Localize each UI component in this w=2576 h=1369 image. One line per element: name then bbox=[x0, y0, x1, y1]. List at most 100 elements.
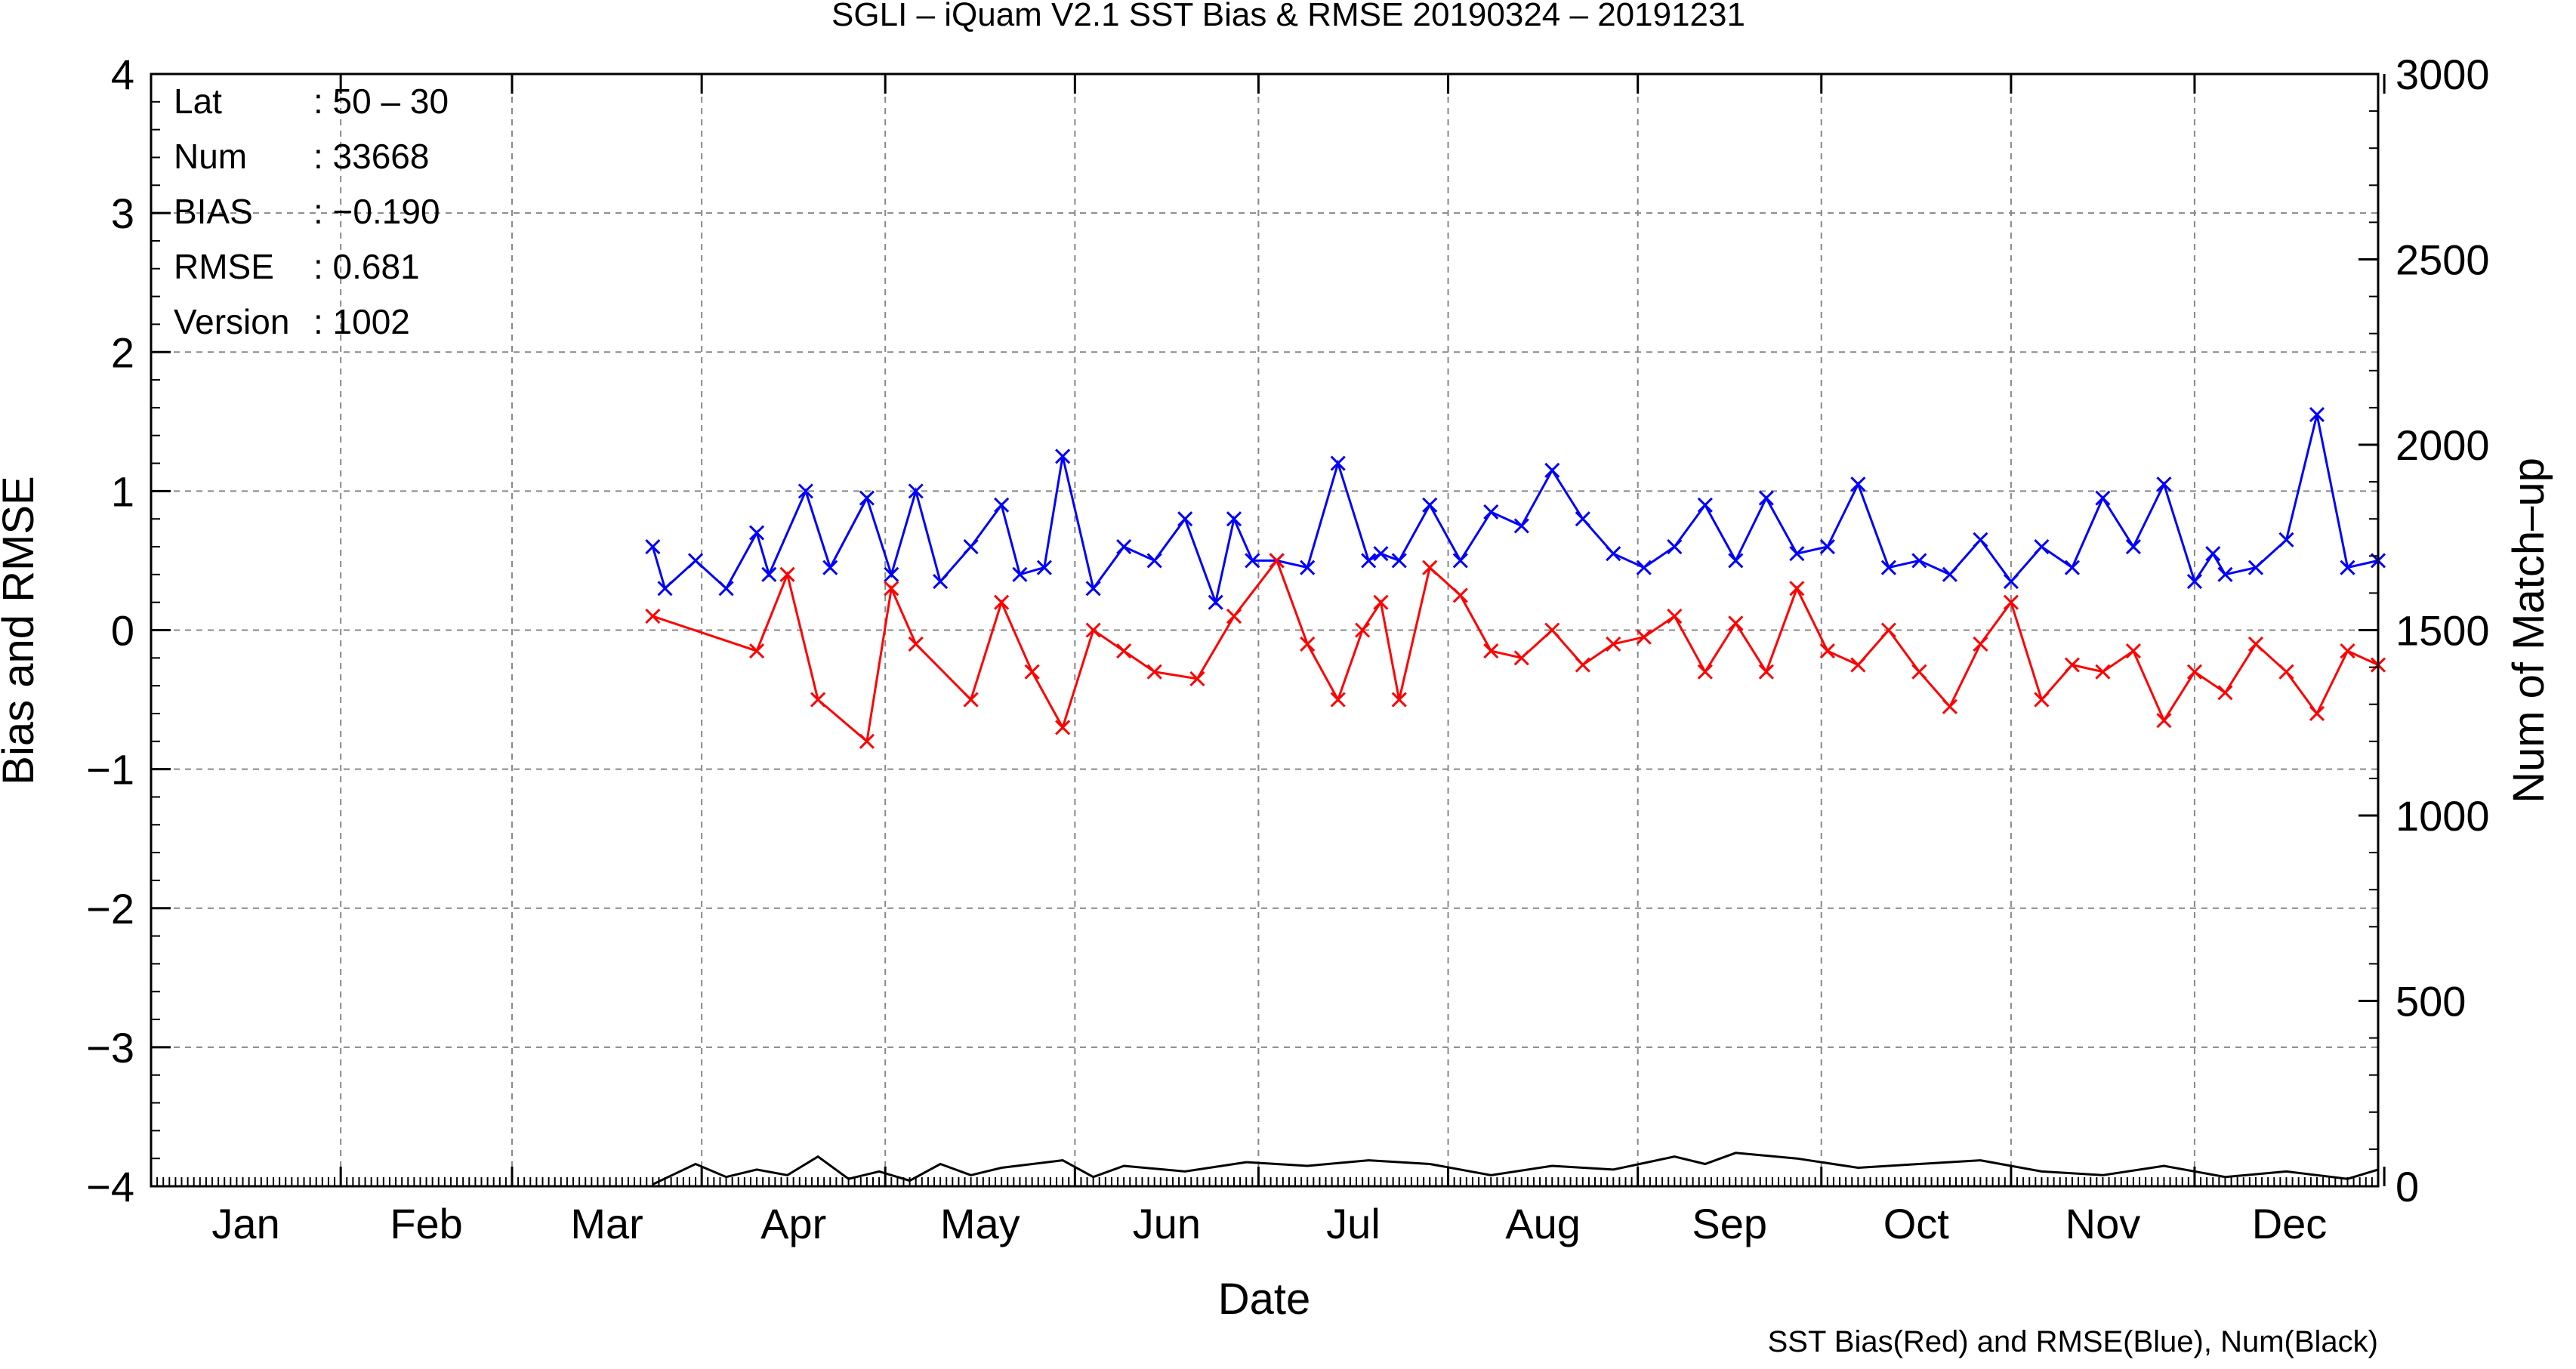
bias-point bbox=[2125, 643, 2141, 659]
y-tick-label: −2 bbox=[86, 885, 134, 933]
info-value: : 50 – 30 bbox=[313, 82, 449, 121]
bias-point bbox=[1513, 650, 1529, 666]
bias-point bbox=[1728, 615, 1744, 631]
rmse-point bbox=[994, 497, 1010, 513]
bias-point bbox=[1422, 560, 1438, 575]
rmse-point bbox=[1361, 553, 1377, 569]
x-tick-label: May bbox=[940, 1200, 1020, 1247]
bias-point bbox=[994, 594, 1010, 610]
bias-point bbox=[1373, 594, 1389, 610]
info-box: Lat: 50 – 30 Num: 33668 BIAS: −0.190 RMSE: … bbox=[174, 82, 449, 341]
rmse-point bbox=[1391, 553, 1407, 569]
bias-point bbox=[859, 733, 875, 749]
rmse-point bbox=[1452, 553, 1468, 569]
y2-tick-label: 0 bbox=[2396, 1163, 2419, 1210]
rmse-point bbox=[2125, 538, 2141, 555]
grid bbox=[151, 74, 2378, 1186]
y-tick-label: −3 bbox=[86, 1024, 134, 1071]
x-tick-label: Sep bbox=[1692, 1200, 1767, 1247]
rmse-point bbox=[1911, 553, 1927, 569]
y-tick-label: −4 bbox=[86, 1163, 134, 1210]
bias-point bbox=[810, 692, 826, 708]
bias-point bbox=[1355, 622, 1371, 638]
y-tick-labels: 4 3 2 1 0 −1 −2 −3 −4 bbox=[86, 51, 134, 1210]
bias-point bbox=[2034, 692, 2050, 708]
rmse-point bbox=[1636, 560, 1652, 575]
bias-point bbox=[1973, 636, 1988, 652]
bias-point bbox=[645, 609, 661, 624]
rmse-point bbox=[1483, 504, 1499, 520]
y2-tick-label: 2500 bbox=[2396, 236, 2490, 284]
rmse-point bbox=[859, 490, 875, 506]
rmse-point bbox=[1300, 560, 1316, 575]
x-tick-label: Dec bbox=[2252, 1200, 2328, 1247]
rmse-point bbox=[1942, 566, 1957, 582]
rmse-point bbox=[718, 581, 734, 597]
y-tick-label: 4 bbox=[111, 51, 134, 98]
rmse-point bbox=[2309, 407, 2325, 423]
rmse-point bbox=[749, 525, 765, 541]
bias-point bbox=[1880, 622, 1896, 638]
rmse-point bbox=[1544, 462, 1560, 478]
rmse-point bbox=[963, 538, 979, 555]
bias-point bbox=[2095, 664, 2111, 680]
rmse-point bbox=[1606, 546, 1621, 562]
x-tick-label: Jul bbox=[1326, 1200, 1381, 1247]
bias-point bbox=[884, 581, 899, 597]
bias-point bbox=[749, 643, 765, 659]
rmse-point bbox=[908, 483, 924, 499]
y-tick-label: −1 bbox=[86, 746, 134, 794]
rmse-point bbox=[1422, 497, 1438, 513]
rmse-point bbox=[1373, 546, 1389, 562]
x-tick-label: Mar bbox=[570, 1200, 643, 1247]
rmse-point bbox=[2034, 538, 2050, 555]
y-axis-label: Bias and RMSE bbox=[0, 476, 43, 785]
rmse-point bbox=[1330, 455, 1346, 471]
bias-point bbox=[1667, 609, 1683, 624]
bias-point bbox=[2309, 705, 2325, 722]
rmse-point bbox=[1850, 476, 1866, 492]
x-tick-label: Jan bbox=[211, 1200, 279, 1247]
y2-tick-labels: 3000 2500 2000 1500 1000 500 0 bbox=[2396, 51, 2490, 1210]
rmse-point bbox=[884, 566, 899, 582]
info-label: Version bbox=[174, 302, 289, 341]
rmse-point bbox=[1245, 553, 1260, 569]
x-tick-label: Jun bbox=[1133, 1200, 1201, 1247]
bias-point bbox=[1226, 609, 1242, 624]
bias-point bbox=[1116, 643, 1132, 659]
bias-point bbox=[2247, 636, 2264, 652]
bias-point bbox=[1575, 657, 1590, 673]
rmse-point bbox=[2156, 476, 2172, 492]
bias-point bbox=[1850, 657, 1866, 673]
bias-point bbox=[1189, 671, 1205, 687]
rmse-point bbox=[1697, 497, 1713, 513]
y-tick-label: 2 bbox=[111, 328, 134, 376]
bias-point bbox=[1911, 664, 1927, 680]
rmse-point bbox=[1012, 566, 1028, 582]
x-tick-label: Nov bbox=[2065, 1200, 2141, 1247]
bias-point bbox=[2064, 657, 2080, 673]
y2-tick-label: 1000 bbox=[2396, 792, 2490, 840]
rmse-point bbox=[1575, 511, 1590, 527]
x-tick-label: Feb bbox=[390, 1200, 463, 1247]
y2-axis-label: Num of Match–up bbox=[2504, 458, 2553, 803]
x-tick-labels: Jan Feb Mar Apr May Jun Jul Aug Sep Oct Nov Dec bbox=[211, 1200, 2327, 1247]
bias-point bbox=[2278, 664, 2294, 680]
bias-point bbox=[1758, 664, 1774, 680]
rmse-point bbox=[657, 581, 673, 597]
rmse-point bbox=[2095, 490, 2111, 506]
rmse-point bbox=[645, 538, 661, 555]
bias-point bbox=[1544, 622, 1560, 638]
bias-point bbox=[1697, 664, 1713, 680]
bias-point bbox=[1146, 664, 1162, 680]
rmse-point bbox=[1146, 553, 1162, 569]
chart-footer: SST Bias(Red) and RMSE(Blue), Num(Black) bbox=[1768, 1325, 2378, 1358]
info-value: : 33668 bbox=[313, 137, 429, 176]
rmse-point bbox=[822, 560, 838, 575]
rmse-point bbox=[1728, 553, 1744, 569]
bias-point bbox=[1606, 636, 1621, 652]
rmse-point bbox=[687, 553, 704, 569]
info-value: : 1002 bbox=[313, 302, 410, 341]
rmse-point bbox=[2186, 573, 2203, 590]
